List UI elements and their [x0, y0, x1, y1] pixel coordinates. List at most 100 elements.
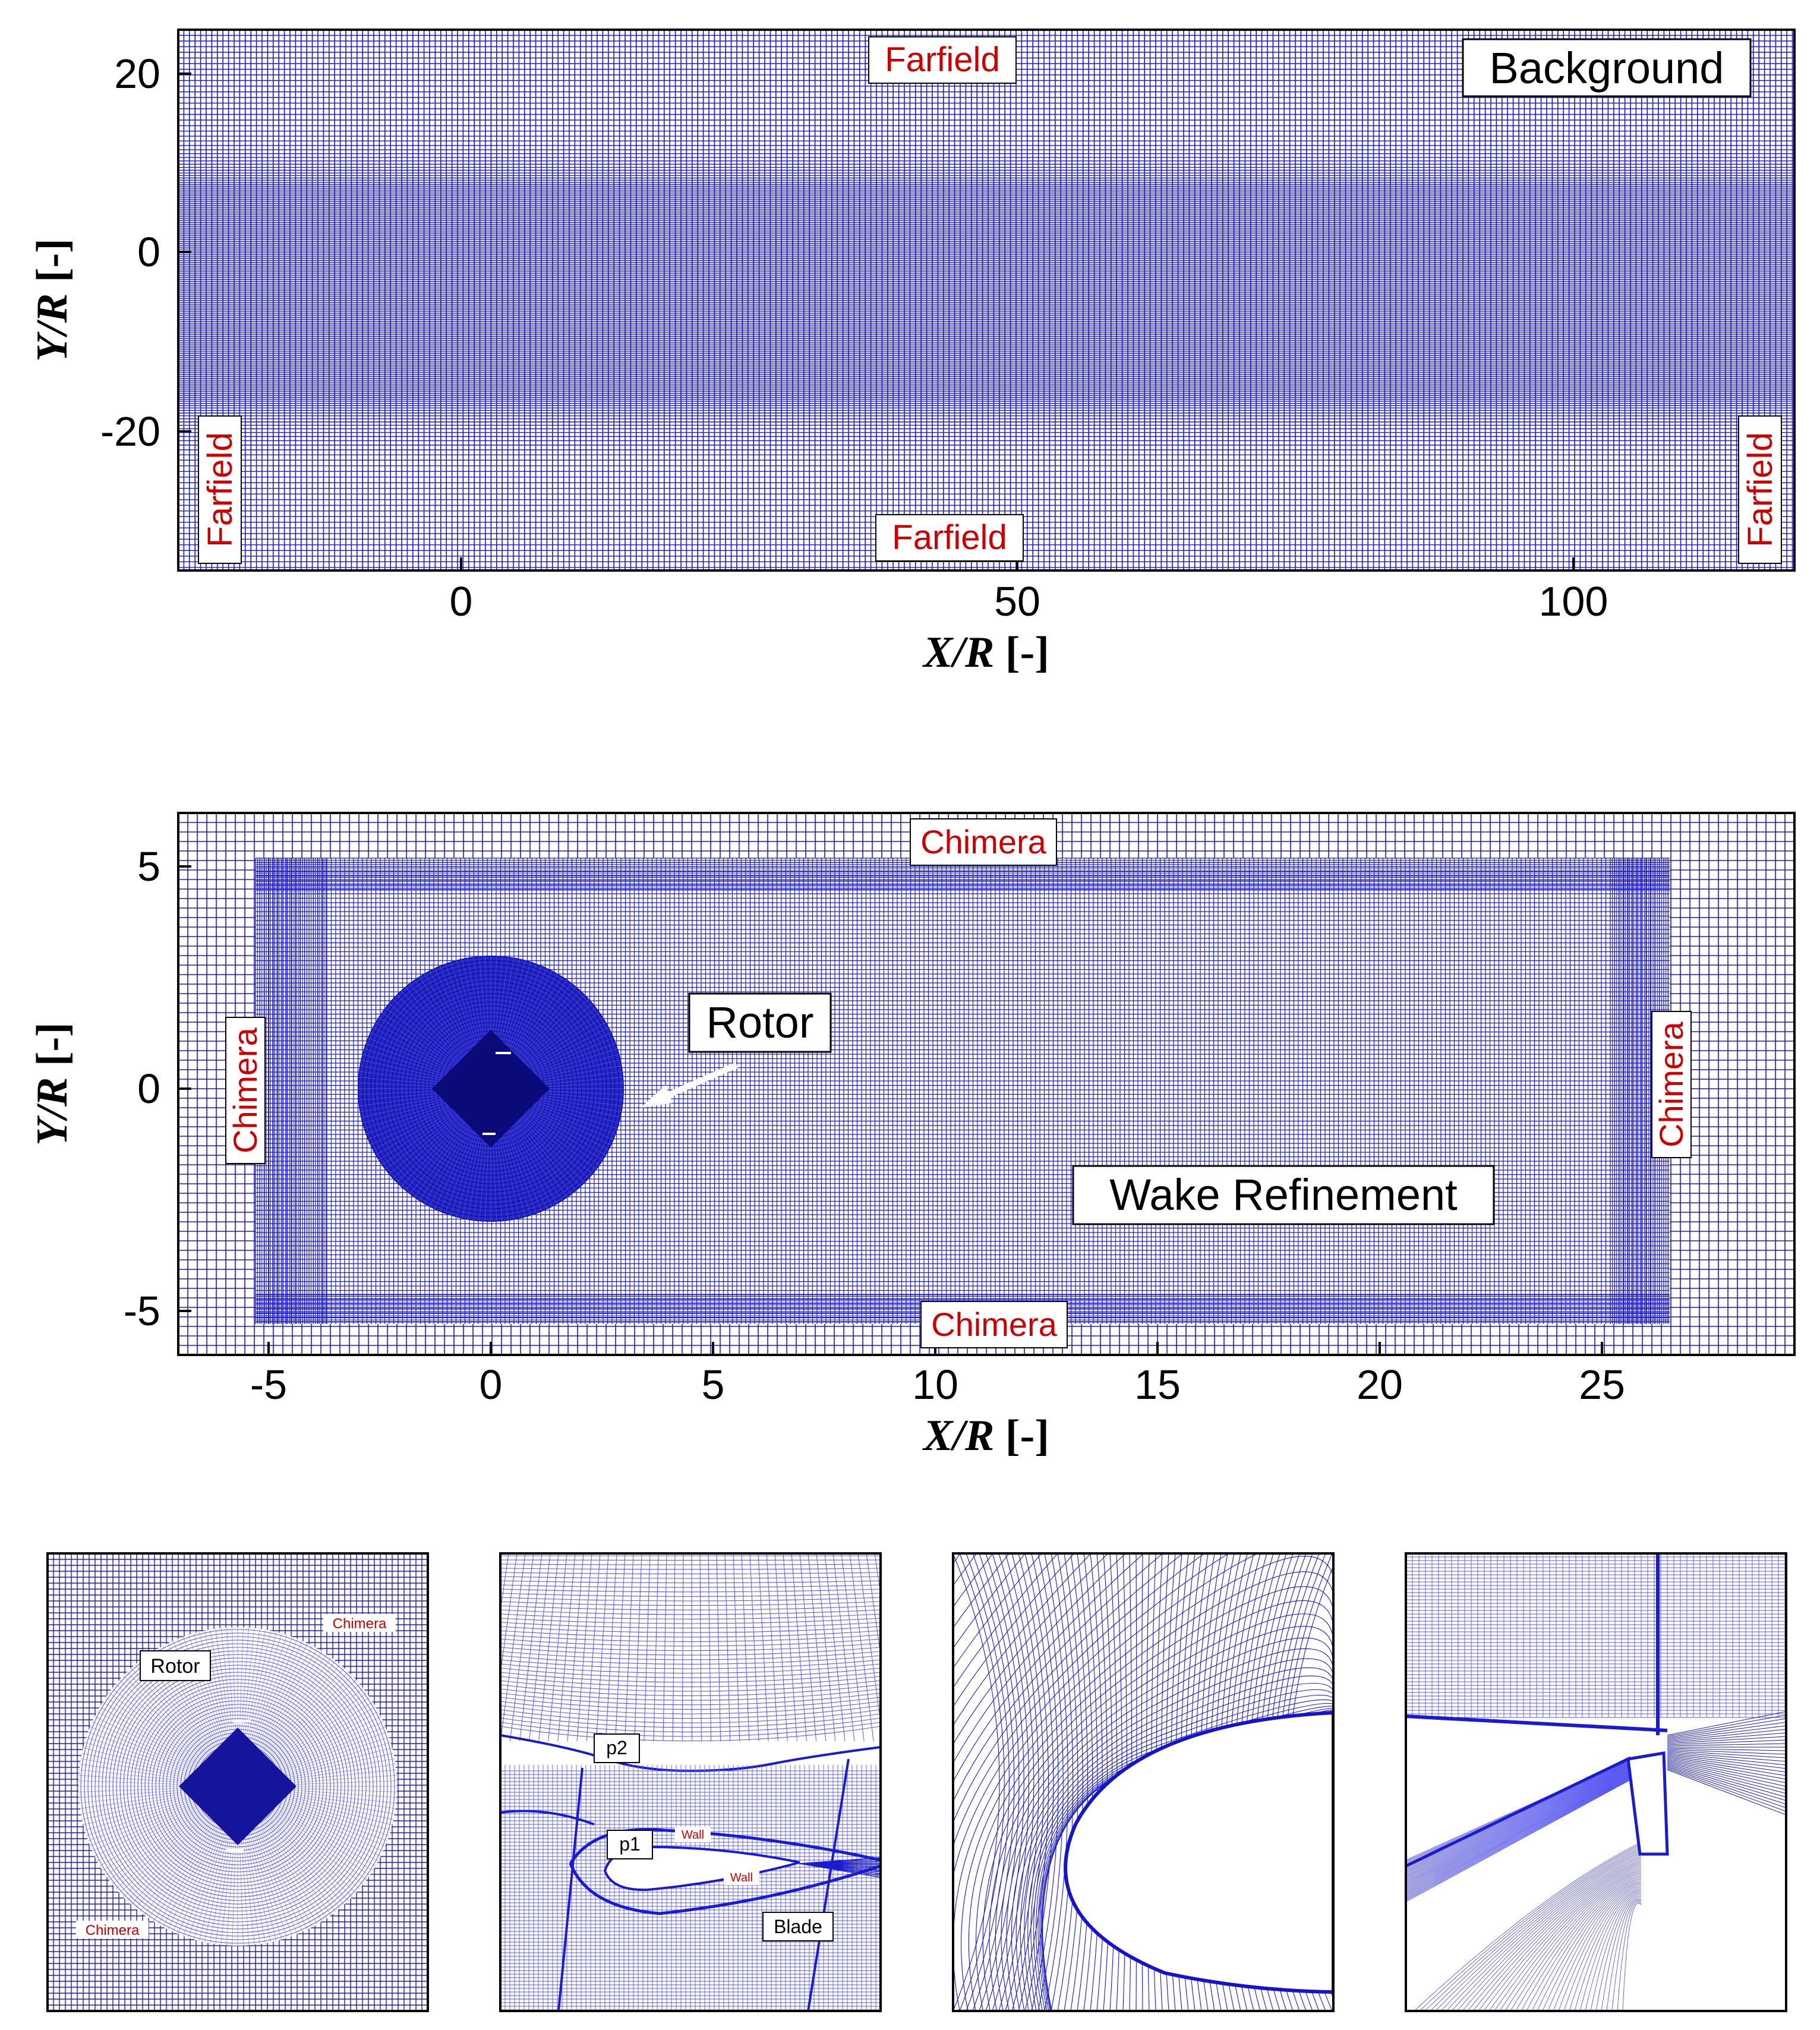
farfield-bottom-label: Farfield: [875, 514, 1024, 562]
farfield-right-label: Farfield: [1738, 415, 1782, 564]
leading-edge-detail-panel: [952, 1552, 1335, 2012]
rotor-detail-rotor-label: Rotor: [140, 1650, 211, 1681]
rotor-detail-blade-slots: [226, 1719, 251, 1852]
rotor-arrow: [641, 1062, 739, 1108]
wake-y-ticks: 5 0 -5: [124, 843, 191, 1334]
rotor-detail-frame: [46, 1552, 429, 2012]
blade-detail-mesh: [500, 1553, 881, 2011]
trailing-edge-mesh: [1406, 1553, 1786, 2011]
chimera-left-label: Chimera: [225, 1017, 266, 1164]
farfield-left-label: Farfield: [198, 415, 242, 564]
trailing-edge-upper-wall: [1406, 1714, 1668, 1732]
wake-x-axis-title: X/R [-]: [922, 1411, 1049, 1460]
blade-detail-panel: p2 p1 Wall Wall Blade: [499, 1552, 882, 2012]
blade-outer-arcs: [500, 1555, 881, 1742]
wall-label-lower: Wall: [675, 1827, 711, 1842]
svg-text:Chimera: Chimera: [1652, 1021, 1690, 1147]
trailing-edge-detail-panel: [1405, 1552, 1787, 2012]
wake-x-tick-label: 20: [1357, 1361, 1403, 1408]
background-mesh: [178, 30, 1794, 570]
background-y-ticks: 20 0 -20: [100, 51, 191, 455]
leading-edge-mesh: [953, 1553, 1333, 2011]
wake-mesh: [178, 813, 1794, 1355]
block-p1-edges: [500, 1758, 850, 2011]
background-y-tick-label: 0: [137, 229, 160, 275]
chimera-top-label: Chimera: [910, 818, 1057, 866]
background-x-tick-label: 50: [994, 578, 1040, 625]
background-x-tick-label: 0: [450, 578, 473, 625]
svg-text:Chimera: Chimera: [333, 1616, 387, 1632]
svg-text:Farfield: Farfield: [201, 432, 239, 547]
rotor-label: Rotor: [688, 992, 832, 1053]
background-plot-frame: [177, 29, 1796, 572]
blade-cmesh-lower: [569, 1863, 881, 1915]
blade-inner-grid: [500, 1765, 881, 2011]
rotor-detail-spokes: [78, 1627, 397, 1946]
svg-text:Chimera: Chimera: [226, 1027, 264, 1153]
wake-plot-frame: [177, 812, 1796, 1356]
svg-text:Background: Background: [1490, 43, 1724, 93]
chimera-bottom-label: Chimera: [920, 1301, 1068, 1348]
rotor-detail-panel: Rotor Chimera Chimera: [46, 1552, 429, 2012]
rotor-detail-chimera-bottom: Chimera: [76, 1921, 149, 1938]
svg-text:Farfield: Farfield: [892, 518, 1007, 557]
wake-y-tick-label: 0: [137, 1066, 160, 1112]
wake-x-tick-label: 10: [912, 1361, 958, 1408]
svg-text:Rotor: Rotor: [706, 998, 814, 1047]
svg-text:p2: p2: [606, 1737, 627, 1758]
background-x-axis-title: X/R [-]: [922, 628, 1049, 677]
wake-x-tick-label: -5: [250, 1361, 287, 1408]
wake-x-ticks: -5 0 5 10 15 20 25: [250, 1342, 1625, 1408]
wake-x-tick-label: 5: [702, 1361, 725, 1408]
leading-edge-airfoil: [1064, 1710, 1333, 1994]
blade-detail-frame: [499, 1552, 882, 2012]
wall-label-upper: Wall: [724, 1870, 759, 1885]
wake-y-axis-title: Y/R [-]: [28, 1022, 77, 1146]
trailing-edge-upper-grid: [1406, 1553, 1786, 1718]
trailing-edge-lower-wall: [1406, 1756, 1632, 1868]
block-p2-label: p2: [594, 1733, 640, 1763]
svg-text:Blade: Blade: [774, 1916, 822, 1937]
svg-text:Farfield: Farfield: [1741, 432, 1780, 547]
farfield-top-label: Farfield: [868, 36, 1017, 84]
svg-text:Rotor: Rotor: [150, 1655, 200, 1678]
block-p1-label: p1: [607, 1830, 653, 1859]
svg-text:p1: p1: [619, 1833, 641, 1855]
rotor-detail-chimera-top: Chimera: [323, 1614, 396, 1632]
svg-text:Farfield: Farfield: [885, 40, 999, 79]
rotor-core: [432, 1030, 550, 1148]
trailing-edge-body: [1626, 1751, 1669, 1856]
svg-text:Chimera: Chimera: [920, 823, 1046, 860]
blade-label: Blade: [762, 1912, 834, 1941]
background-mesh-horizontal: [178, 30, 1794, 568]
background-label: Background: [1462, 38, 1752, 97]
wake-refinement-label: Wake Refinement: [1072, 1165, 1495, 1225]
background-panel: 0 50 100 20 0 -20 X/R [-] Y/R [-] Background…: [28, 29, 1796, 677]
wake-y-tick-label: -5: [124, 1288, 160, 1334]
svg-text:Chimera: Chimera: [931, 1306, 1057, 1343]
svg-text:Wall: Wall: [730, 1871, 753, 1884]
svg-text:Chimera: Chimera: [86, 1922, 140, 1938]
chimera-right-label: Chimera: [1651, 1011, 1692, 1158]
trailing-edge-wake-fan: [1667, 1711, 1786, 1815]
background-y-tick-label: 20: [114, 51, 160, 97]
blade-wake-lines: [799, 1857, 881, 1878]
background-x-tick-label: 100: [1539, 578, 1608, 625]
wake-panel: -5 0 5 10 15 20 25 50-5 X/R [-] Y/R [-] Rotor …: [28, 812, 1796, 1460]
rotor-disc-spokes: [358, 956, 624, 1222]
wake-x-tick-label: 25: [1579, 1361, 1625, 1408]
wake-y-tick-label: 5: [137, 843, 160, 890]
trailing-edge-lower-grid: [1406, 1758, 1642, 2011]
leading-edge-frame: [952, 1552, 1335, 2012]
blade-outer-radials: [500, 1553, 881, 1742]
wake-x-tick-label: 0: [480, 1361, 503, 1408]
svg-text:Wall: Wall: [682, 1829, 704, 1842]
wake-x-tick-label: 15: [1134, 1361, 1181, 1408]
background-y-tick-label: -20: [100, 408, 160, 455]
svg-text:Wake Refinement: Wake Refinement: [1109, 1170, 1458, 1219]
trailing-edge-frame: [1405, 1552, 1787, 2012]
background-x-ticks: 0 50 100: [450, 557, 1608, 625]
rotor-blade-slots: [482, 1052, 511, 1135]
background-y-axis-title: Y/R [-]: [28, 238, 77, 362]
